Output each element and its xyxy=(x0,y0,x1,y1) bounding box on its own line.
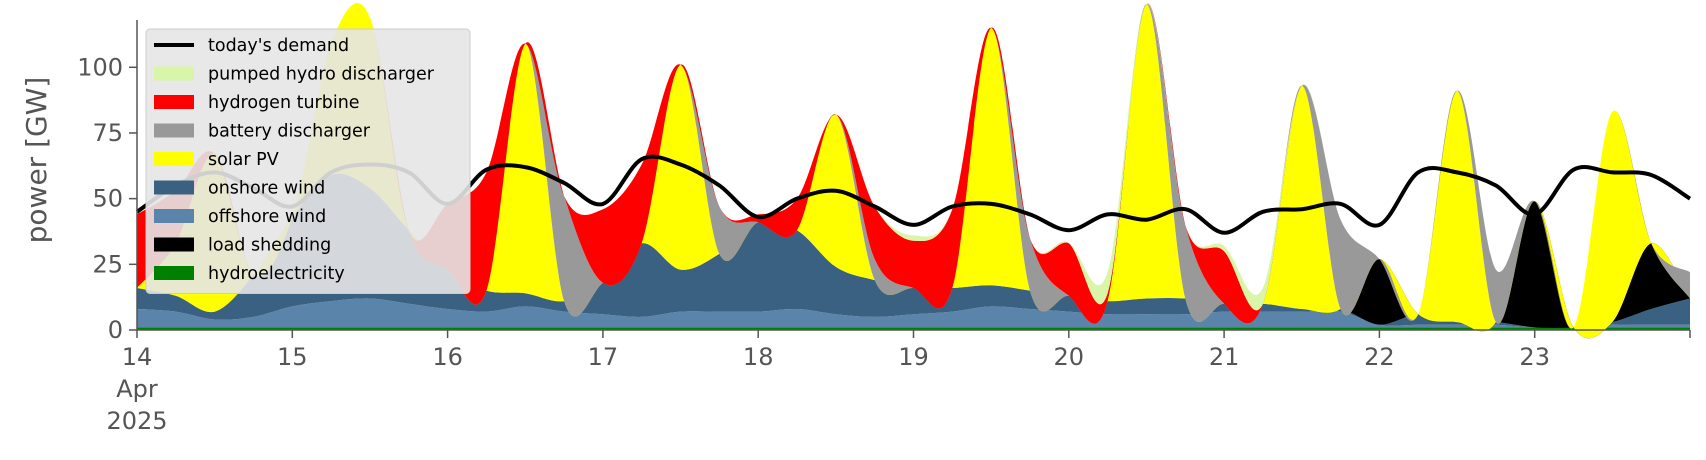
stacked-areas xyxy=(137,2,1690,339)
solar-pv-area xyxy=(137,2,1690,339)
legend-label-pumped-hydro-discharger: pumped hydro discharger xyxy=(208,65,435,85)
legend-label-battery-discharger: battery discharger xyxy=(208,122,371,142)
x-tick-label: 22 xyxy=(1364,343,1395,371)
legend-box xyxy=(145,28,471,294)
x-axis: 14 Apr 2025 15 16 17 18 19 20 21 22 23 xyxy=(106,329,1691,435)
hydrogen-turbine-area xyxy=(137,2,1690,329)
legend-label-load-shedding: load shedding xyxy=(208,236,331,256)
x-tick-label: 17 xyxy=(588,343,619,371)
x-tick-label: 18 xyxy=(743,343,774,371)
offshore-wind-area xyxy=(137,298,1690,328)
legend-swatch-onshore-wind xyxy=(154,180,194,195)
y-axis-label: power [GW] xyxy=(20,77,53,244)
x-tick-label: 19 xyxy=(898,343,929,371)
x-tick-label: 20 xyxy=(1054,343,1085,371)
y-tick-label: 75 xyxy=(92,119,123,147)
legend-label-hydrogen-turbine: hydrogen turbine xyxy=(208,93,360,113)
legend-label-today-s-demand: today's demand xyxy=(208,36,349,56)
y-tick-label: 25 xyxy=(92,250,123,278)
y-tick-label: 50 xyxy=(92,185,123,213)
x-tick-label: 23 xyxy=(1519,343,1550,371)
legend-label-hydroelectricity: hydroelectricity xyxy=(208,264,345,284)
legend-swatch-hydroelectricity xyxy=(154,266,194,280)
x-tick-label: 16 xyxy=(432,343,463,371)
legend-swatch-solar-pv xyxy=(154,152,194,166)
x-tick-label: 2025 xyxy=(106,407,167,435)
legend-swatch-hydrogen-turbine xyxy=(154,95,194,109)
legend-label-onshore-wind: onshore wind xyxy=(208,179,325,199)
x-tick-label: 21 xyxy=(1209,343,1240,371)
y-tick-label: 0 xyxy=(108,316,123,344)
y-tick-label: 100 xyxy=(77,53,123,81)
x-tick-label: 14 xyxy=(122,343,153,371)
x-tick-label: Apr xyxy=(116,375,158,403)
legend: today's demand pumped hydro discharger hyd… xyxy=(145,28,471,294)
onshore-wind-area xyxy=(137,173,1690,328)
legend-swatch-pumped-hydro-discharger xyxy=(154,66,194,81)
load-shedding-area xyxy=(137,173,1690,339)
y-axis: 0 25 50 75 100 xyxy=(77,20,138,344)
legend-label-offshore-wind: offshore wind xyxy=(208,207,326,227)
legend-swatch-battery-discharger xyxy=(154,123,194,138)
legend-swatch-load-shedding xyxy=(154,237,194,252)
legend-label-solar-pv: solar PV xyxy=(208,150,279,170)
legend-swatch-offshore-wind xyxy=(154,209,194,223)
x-tick-label: 15 xyxy=(277,343,308,371)
